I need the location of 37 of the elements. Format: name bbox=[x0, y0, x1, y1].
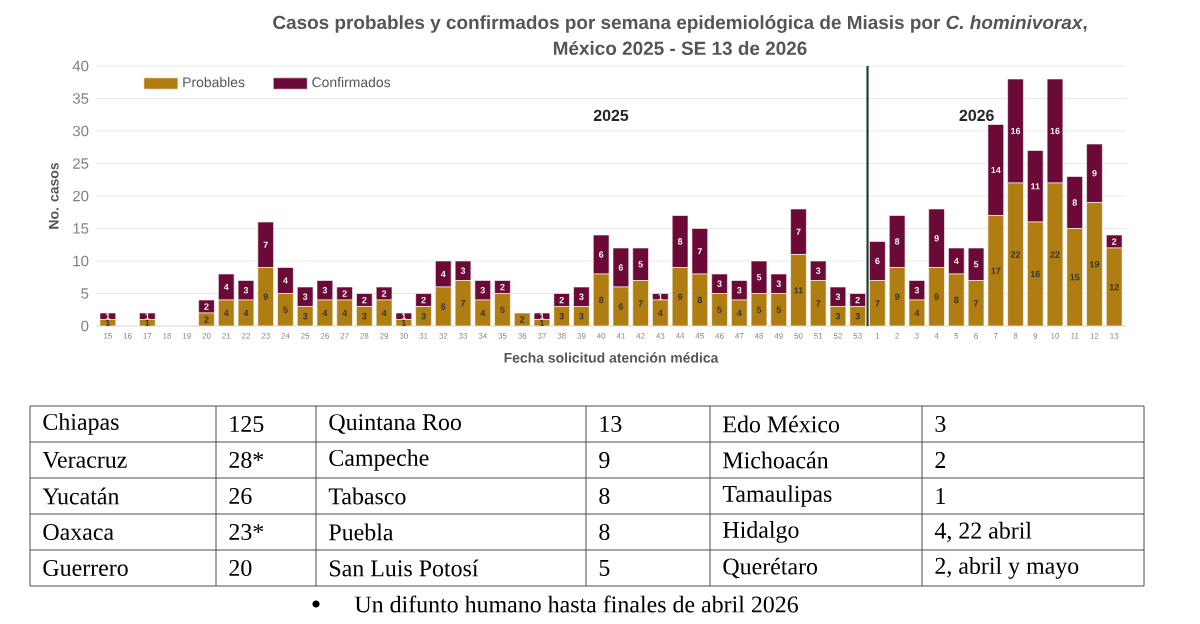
text: Yucatán bbox=[42, 487, 120, 505]
text: Tabasco bbox=[328, 487, 406, 505]
text: Chiapas bbox=[43, 413, 119, 435]
text: 13 bbox=[600, 415, 622, 433]
text: Puebla bbox=[329, 523, 394, 541]
text: Campeche bbox=[329, 449, 429, 471]
text: Tamaulipas bbox=[722, 485, 832, 507]
text: 26 bbox=[229, 487, 252, 505]
text: 28* bbox=[229, 451, 264, 469]
text: 5 bbox=[599, 560, 610, 576]
text: 2, abril y mayo bbox=[935, 557, 1079, 579]
text: Veracruz bbox=[42, 451, 127, 469]
chart-subtitle: México 2025 - SE 13 de 2026 bbox=[553, 40, 807, 56]
text: 23* bbox=[229, 523, 264, 541]
text: Edo México bbox=[723, 415, 840, 433]
text: Oaxaca bbox=[43, 523, 114, 541]
bar bbox=[99, 312, 117, 320]
bar bbox=[139, 319, 156, 327]
text: Quintana Roo bbox=[329, 414, 461, 434]
text: Hidalgo bbox=[723, 521, 799, 543]
text: 125 bbox=[230, 415, 264, 433]
text: 1 bbox=[936, 488, 945, 504]
text: Un difunto humano hasta finales de abril 2026 bbox=[354, 595, 798, 613]
text: 9 bbox=[599, 451, 610, 469]
text: 3 bbox=[935, 415, 946, 433]
text: 8 bbox=[599, 523, 610, 541]
text: Guerrero bbox=[43, 559, 128, 577]
text: 4, 22 abril bbox=[934, 521, 1032, 543]
text: Michoacán bbox=[723, 451, 829, 469]
text: Querétaro bbox=[723, 557, 818, 579]
bar bbox=[99, 319, 117, 327]
chart-title: Casos probables y confirmados por semana epidemiológica de Miasis por C. hominivorax, bbox=[273, 15, 1087, 33]
text: 20 bbox=[229, 559, 252, 577]
text: 8 bbox=[599, 487, 610, 505]
text: 2 bbox=[935, 452, 946, 468]
text: San Luis Potosí bbox=[330, 559, 479, 577]
bar bbox=[139, 312, 156, 320]
